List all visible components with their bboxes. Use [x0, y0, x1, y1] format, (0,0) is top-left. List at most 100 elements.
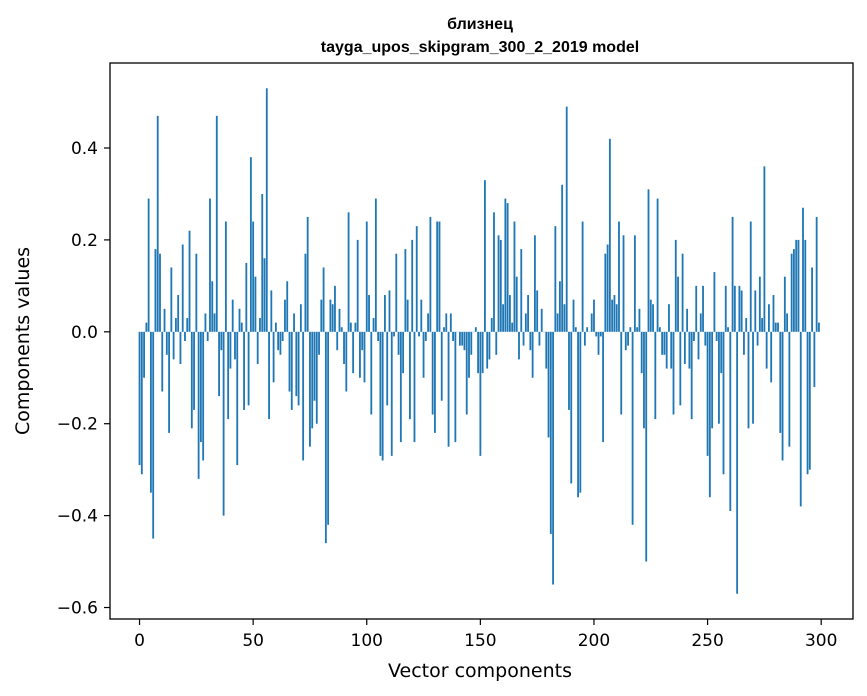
bar-component-109 — [386, 331, 389, 406]
bar-component-10 — [161, 331, 164, 392]
bar-component-16 — [174, 318, 177, 332]
bar-component-249 — [704, 331, 707, 346]
chart-subtitle: tayga_upos_skipgram_300_2_2019 model — [321, 39, 639, 56]
bar-component-181 — [549, 331, 552, 534]
bar-component-117 — [404, 249, 407, 332]
bar-component-250 — [706, 331, 709, 456]
bar-component-47 — [245, 262, 248, 332]
bar-component-28 — [202, 331, 205, 461]
bar-component-79 — [318, 331, 320, 355]
bar-component-242 — [688, 331, 691, 369]
bar-component-106 — [379, 331, 382, 456]
bar-component-208 — [611, 299, 614, 332]
bar-component-86 — [334, 285, 336, 332]
bar-component-37 — [222, 331, 225, 516]
bar-component-185 — [558, 281, 561, 332]
bar-component-259 — [727, 327, 729, 332]
bar-component-114 — [397, 331, 400, 355]
bar-component-133 — [440, 331, 443, 401]
bar-component-26 — [197, 331, 200, 479]
bar-component-50 — [252, 221, 255, 332]
bar-component-122 — [415, 226, 418, 332]
x-axis: 0 50 100 150 200 250 300 — [134, 619, 837, 651]
bar-component-137 — [449, 313, 452, 332]
bar-component-3 — [145, 322, 148, 332]
bar-component-203 — [599, 331, 602, 337]
bar-series — [138, 88, 820, 594]
bar-component-35 — [218, 331, 220, 397]
bar-component-146 — [470, 331, 473, 355]
bar-component-7 — [154, 249, 157, 332]
bar-component-21 — [186, 318, 189, 332]
bar-component-240 — [683, 331, 686, 364]
bar-component-215 — [627, 331, 629, 346]
bar-component-87 — [336, 331, 339, 351]
bar-component-272 — [756, 331, 759, 346]
bar-component-46 — [243, 331, 245, 410]
bar-component-41 — [231, 299, 234, 332]
bar-component-227 — [654, 331, 657, 420]
y-tick-label: −0.6 — [57, 599, 98, 619]
bar-component-136 — [447, 331, 450, 447]
bar-component-23 — [190, 331, 193, 429]
bar-component-53 — [259, 318, 261, 332]
bar-component-230 — [661, 331, 664, 355]
bar-component-278 — [770, 331, 773, 383]
bar-component-241 — [686, 308, 689, 332]
bar-component-202 — [597, 331, 600, 355]
bar-component-66 — [288, 331, 291, 392]
x-tick-label: 50 — [242, 631, 264, 651]
bar-component-9 — [159, 253, 161, 332]
bar-component-154 — [488, 331, 491, 360]
bar-component-172 — [529, 331, 532, 351]
bar-component-171 — [527, 295, 529, 332]
bar-component-101 — [368, 295, 370, 332]
bar-component-245 — [695, 285, 698, 332]
bar-component-167 — [518, 331, 520, 360]
bar-component-175 — [536, 290, 539, 332]
bar-component-116 — [402, 331, 405, 374]
bar-component-266 — [743, 331, 745, 355]
bar-component-170 — [524, 313, 527, 332]
x-tick-label: 200 — [578, 631, 610, 651]
bar-component-222 — [643, 331, 645, 429]
bar-component-40 — [229, 331, 232, 369]
bar-component-298 — [815, 216, 818, 332]
y-tick-label: 0.2 — [71, 231, 98, 251]
chart-title: близнец — [447, 16, 513, 33]
bar-component-88 — [338, 308, 341, 332]
bar-component-52 — [256, 331, 259, 364]
bar-component-212 — [620, 331, 623, 415]
bar-component-78 — [315, 331, 318, 424]
bar-component-76 — [311, 331, 314, 429]
bar-component-296 — [811, 267, 814, 332]
bar-component-233 — [668, 304, 670, 332]
bar-component-17 — [177, 295, 180, 332]
bar-component-274 — [761, 318, 764, 332]
bar-component-129 — [431, 331, 434, 415]
bar-component-93 — [349, 322, 352, 332]
bar-component-80 — [320, 299, 323, 332]
bar-component-81 — [322, 267, 325, 332]
bar-component-164 — [511, 322, 514, 332]
bar-component-158 — [497, 235, 500, 332]
bar-component-83 — [327, 331, 330, 525]
bar-component-244 — [693, 331, 695, 341]
bar-component-179 — [545, 331, 548, 369]
bar-component-297 — [813, 331, 816, 387]
bar-component-248 — [702, 285, 704, 332]
bar-component-265 — [740, 290, 743, 332]
bar-component-201 — [595, 331, 598, 337]
bar-component-11 — [163, 308, 166, 332]
bar-component-225 — [649, 299, 652, 332]
bar-component-94 — [352, 331, 355, 374]
bar-component-12 — [165, 331, 168, 355]
bar-component-69 — [295, 331, 298, 397]
bar-component-14 — [170, 267, 173, 332]
bar-component-0 — [138, 331, 141, 466]
x-tick-label: 100 — [351, 631, 383, 651]
bar-component-19 — [181, 244, 184, 332]
bar-component-61 — [277, 331, 280, 351]
bar-component-192 — [574, 327, 577, 332]
bar-component-156 — [493, 212, 495, 332]
